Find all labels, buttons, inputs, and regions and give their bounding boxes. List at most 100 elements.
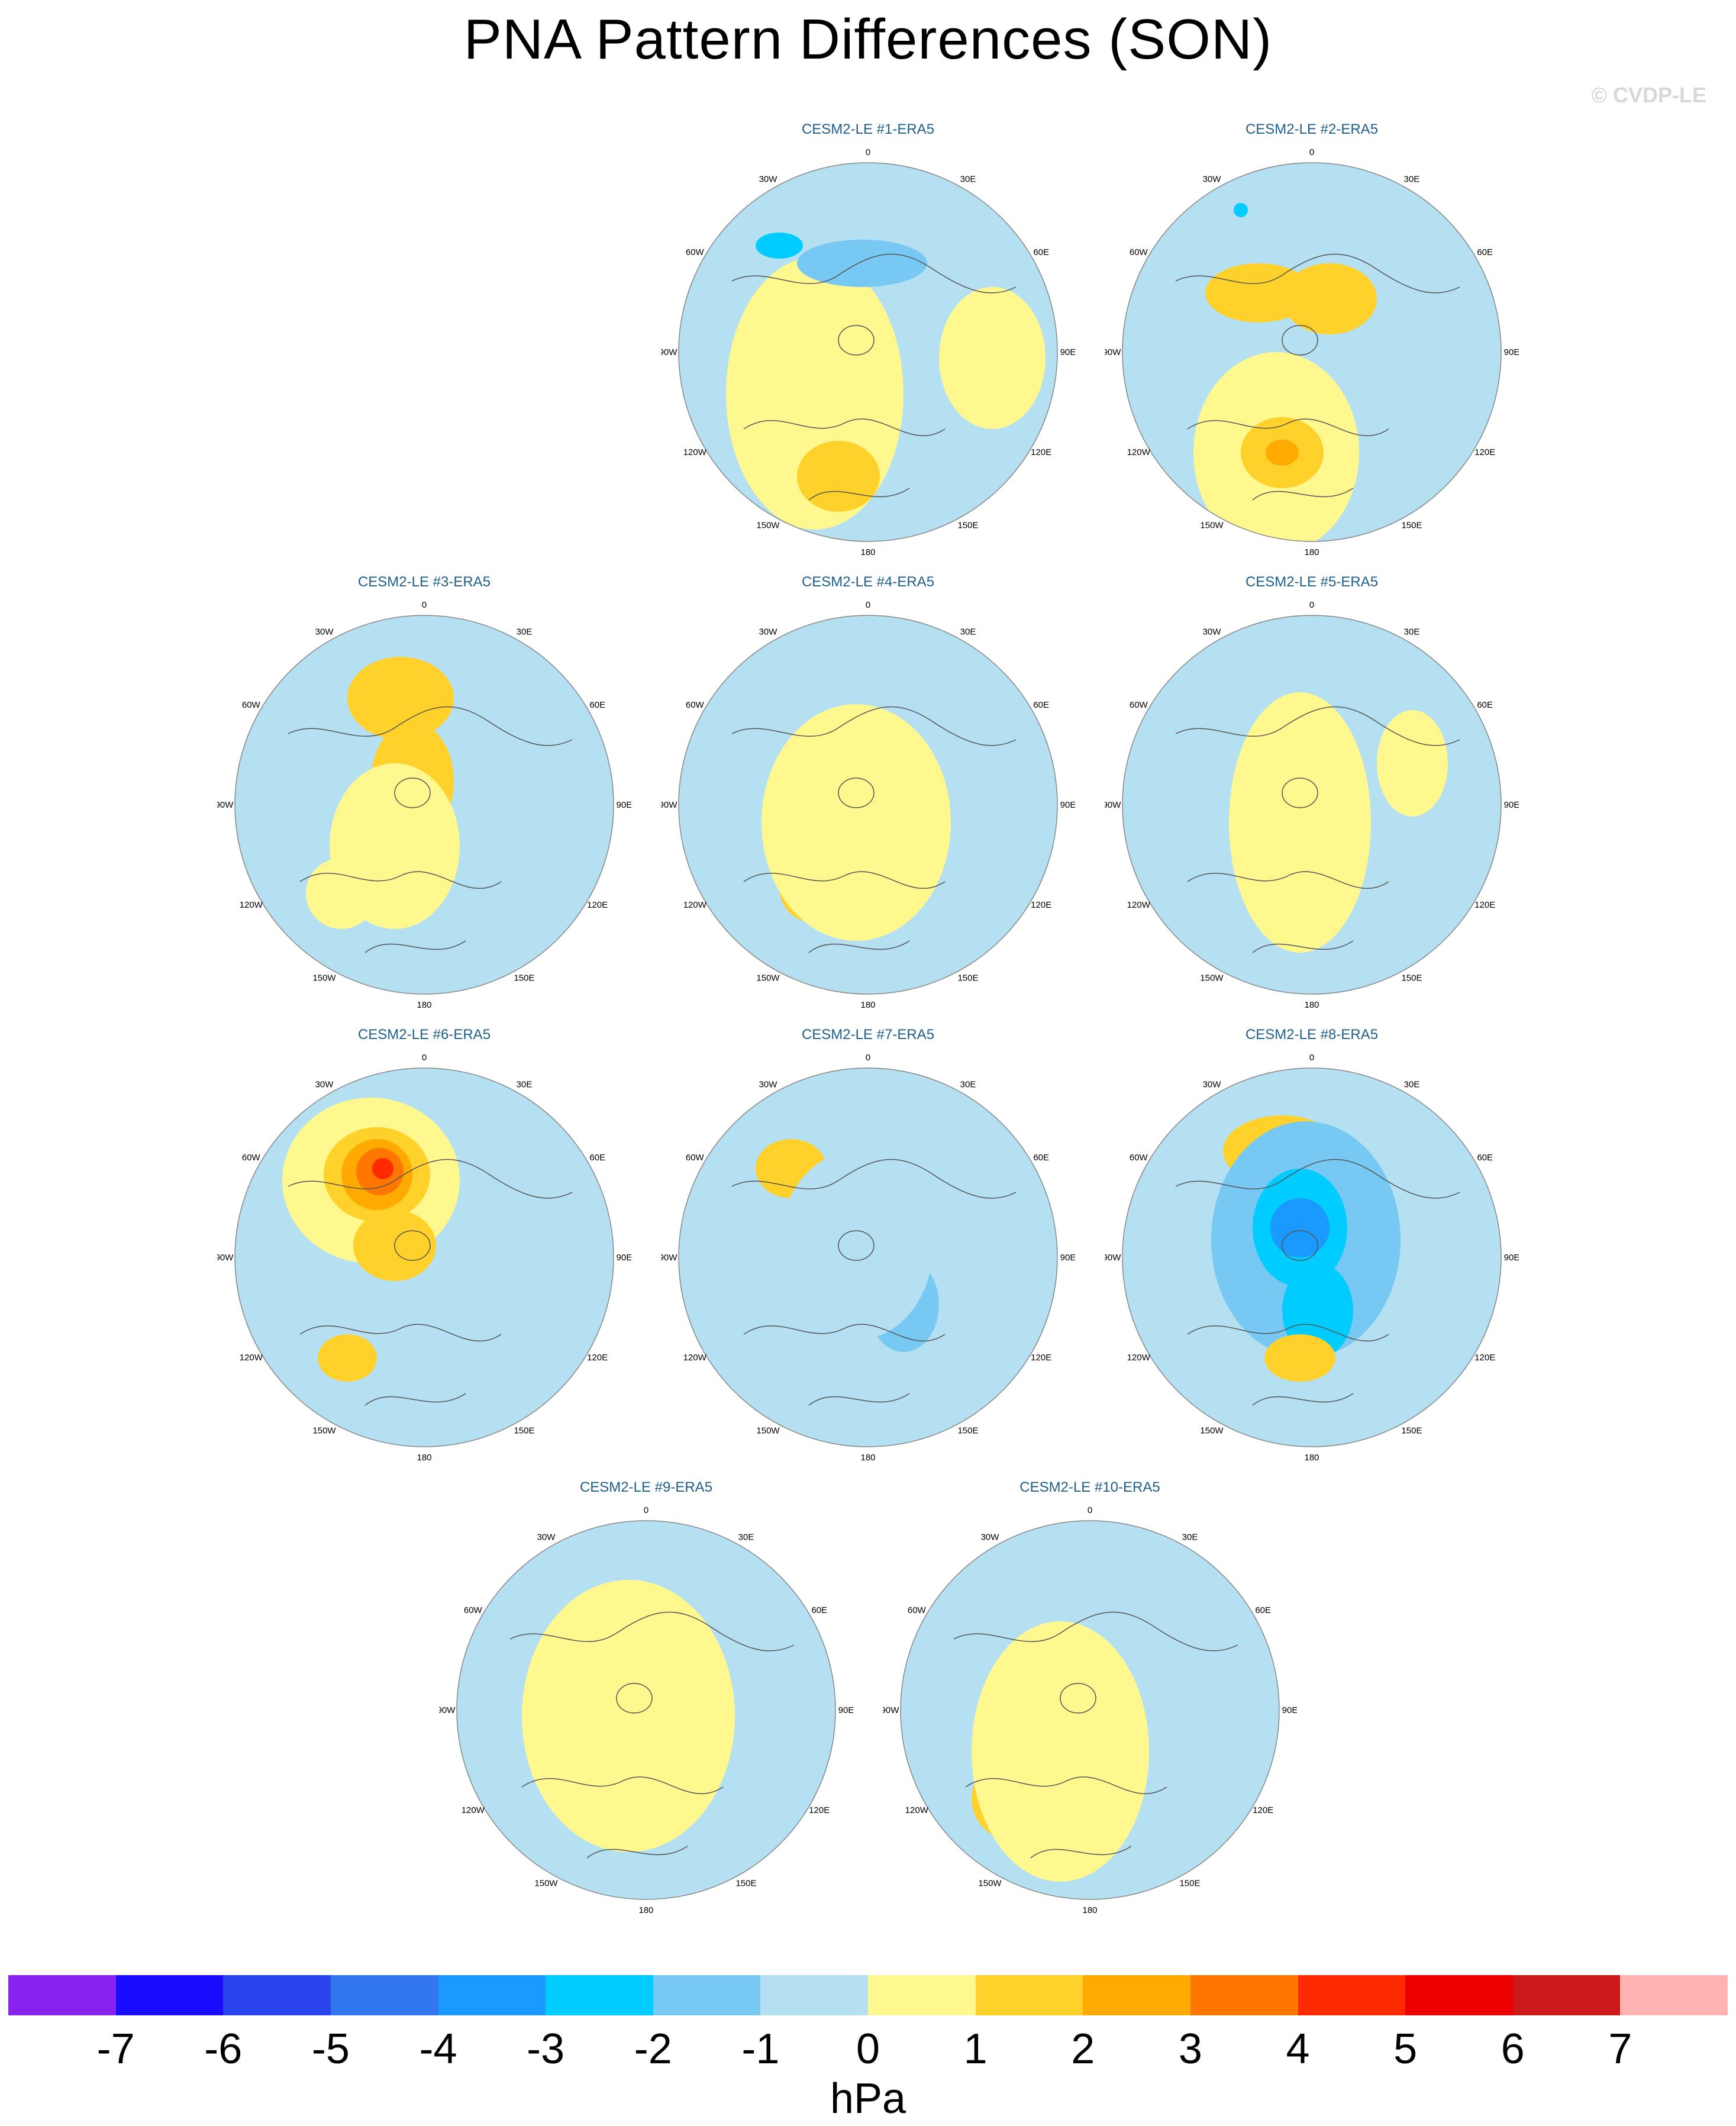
colorbar-box bbox=[975, 1975, 1083, 2015]
longitude-label: 180 bbox=[1082, 1905, 1097, 1915]
anomaly-contour bbox=[797, 240, 927, 287]
colorbar-box bbox=[330, 1975, 438, 2015]
longitude-label: 150W bbox=[978, 1879, 1002, 1889]
longitude-label: 150W bbox=[312, 973, 336, 983]
map-panel: CESM2-LE #2-ERA5 180 150E 120E 90E 60E 30E 0 30W… bbox=[1105, 121, 1519, 559]
anomaly-contour bbox=[372, 1158, 393, 1179]
longitude-label: 30W bbox=[1203, 627, 1222, 637]
longitude-label: 150E bbox=[1179, 1879, 1200, 1889]
colorbar-tick-label: 6 bbox=[1501, 2025, 1525, 2073]
longitude-label: 120W bbox=[683, 900, 707, 910]
colorbar-tick-label: 5 bbox=[1393, 2025, 1418, 2073]
longitude-label: 60W bbox=[1130, 1153, 1148, 1163]
polar-map: 180 150E 120E 90E 60E 30E 0 30W 60W 90W 120W 150W bbox=[439, 1505, 853, 1915]
longitude-label: 0 bbox=[422, 1053, 427, 1063]
longitude-label: 180 bbox=[860, 1453, 875, 1463]
map-panel: CESM2-LE #6-ERA5 180 150E 120E 90E 60E 30E 0 30W… bbox=[217, 1027, 631, 1464]
colorbar bbox=[8, 1975, 1728, 2015]
anomaly-contour bbox=[522, 1580, 735, 1852]
longitude-label: 60E bbox=[1255, 1605, 1271, 1615]
longitude-label: 90E bbox=[1504, 347, 1519, 357]
longitude-label: 60W bbox=[1130, 700, 1148, 710]
longitude-label: 120E bbox=[587, 1353, 608, 1363]
panel-title: CESM2-LE #9-ERA5 bbox=[579, 1479, 713, 1495]
anomaly-contour bbox=[347, 657, 454, 740]
colorbar-box bbox=[760, 1975, 868, 2015]
map-panel: CESM2-LE #5-ERA5 180 150E 120E 90E 60E 30E 0 30W… bbox=[1105, 574, 1519, 1012]
longitude-label: 90E bbox=[1060, 347, 1075, 357]
longitude-label: 180 bbox=[417, 1453, 431, 1463]
coastline bbox=[288, 1159, 573, 1406]
longitude-label: 150E bbox=[514, 973, 534, 983]
longitude-label: 60E bbox=[589, 700, 605, 710]
longitude-label: 150W bbox=[756, 973, 780, 983]
longitude-label: 30W bbox=[1203, 174, 1222, 184]
colorbar-tick-label: 2 bbox=[1071, 2025, 1095, 2073]
page-title: PNA Pattern Differences (SON) bbox=[463, 8, 1273, 71]
coastline bbox=[288, 706, 573, 953]
longitude-label: 60W bbox=[242, 700, 261, 710]
panel-title: CESM2-LE #8-ERA5 bbox=[1245, 1027, 1379, 1043]
colorbar-box bbox=[868, 1975, 976, 2015]
longitude-label: 0 bbox=[422, 600, 427, 610]
longitude-label: 0 bbox=[1309, 600, 1314, 610]
longitude-label: 30E bbox=[960, 627, 976, 637]
colorbar-tick-label: -6 bbox=[204, 2025, 243, 2073]
anomaly-contour bbox=[756, 233, 803, 259]
panel-title: CESM2-LE #7-ERA5 bbox=[801, 1027, 935, 1043]
longitude-label: 150E bbox=[1401, 521, 1422, 531]
longitude-label: 30W bbox=[981, 1532, 1000, 1542]
anomaly-contour bbox=[1266, 440, 1299, 466]
longitude-label: 120W bbox=[683, 1353, 707, 1363]
longitude-label: 60E bbox=[1477, 1153, 1493, 1163]
anomaly-contour bbox=[306, 858, 377, 929]
longitude-label: 120W bbox=[1127, 1353, 1151, 1363]
longitude-label: 60E bbox=[1033, 700, 1049, 710]
map-border bbox=[234, 1067, 614, 1447]
longitude-label: 150W bbox=[1200, 1426, 1224, 1436]
panel-title: CESM2-LE #5-ERA5 bbox=[1245, 574, 1379, 590]
longitude-label: 120E bbox=[1474, 447, 1495, 457]
map-panel: CESM2-LE #8-ERA5 180 150E 120E 90E 60E 30E 0 30W… bbox=[1105, 1027, 1519, 1464]
longitude-label: 30E bbox=[960, 1079, 976, 1089]
longitude-label: 30W bbox=[759, 627, 778, 637]
longitude-label: 150W bbox=[1200, 521, 1224, 531]
coastline bbox=[731, 1159, 1017, 1406]
longitude-label: 90E bbox=[617, 800, 631, 810]
longitude-label: 90E bbox=[1504, 800, 1519, 810]
colorbar-units: hPa bbox=[830, 2075, 906, 2122]
longitude-label: 90W bbox=[217, 1253, 234, 1263]
map-border bbox=[678, 162, 1058, 542]
longitude-label: 60W bbox=[686, 700, 705, 710]
longitude-label: 150W bbox=[756, 1426, 780, 1436]
copyright-watermark: © CVDP-LE bbox=[1591, 83, 1706, 107]
longitude-label: 120W bbox=[240, 900, 263, 910]
colorbar-box bbox=[1620, 1975, 1728, 2015]
longitude-label: 120E bbox=[1031, 900, 1051, 910]
colorbar-tick-label: 7 bbox=[1608, 2025, 1632, 2073]
longitude-label: 60E bbox=[1033, 247, 1049, 257]
coastline bbox=[953, 1611, 1238, 1859]
longitude-label: 180 bbox=[638, 1905, 653, 1915]
map-border bbox=[678, 1067, 1058, 1447]
longitude-label: 150E bbox=[1401, 973, 1422, 983]
longitude-label: 120E bbox=[587, 900, 608, 910]
panel-title: CESM2-LE #4-ERA5 bbox=[801, 574, 935, 590]
longitude-label: 30E bbox=[738, 1532, 754, 1542]
longitude-label: 120E bbox=[1031, 1353, 1051, 1363]
longitude-label: 30E bbox=[1182, 1532, 1198, 1542]
colorbar-tick-label: -2 bbox=[634, 2025, 672, 2073]
longitude-label: 0 bbox=[1088, 1505, 1092, 1515]
colorbar-box bbox=[115, 1975, 224, 2015]
longitude-label: 120E bbox=[1253, 1805, 1273, 1815]
colorbar-tick-label: -3 bbox=[527, 2025, 565, 2073]
longitude-label: 30E bbox=[1404, 1079, 1420, 1089]
longitude-label: 30W bbox=[315, 627, 334, 637]
longitude-label: 120E bbox=[809, 1805, 830, 1815]
longitude-label: 150W bbox=[534, 1879, 558, 1889]
colorbar-box bbox=[546, 1975, 653, 2015]
panel-title: CESM2-LE #2-ERA5 bbox=[1245, 121, 1379, 137]
longitude-label: 120W bbox=[240, 1353, 263, 1363]
longitude-label: 60E bbox=[811, 1605, 827, 1615]
longitude-label: 60E bbox=[589, 1153, 605, 1163]
